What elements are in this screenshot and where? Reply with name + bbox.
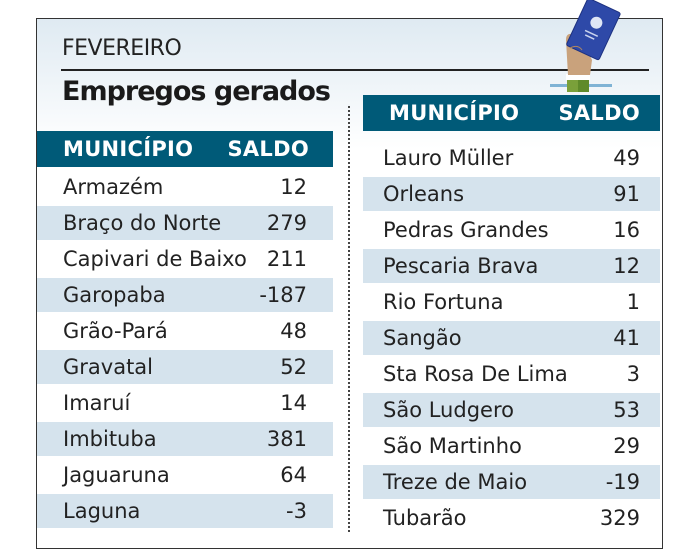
saldo-cell: 381 xyxy=(266,427,307,451)
municipio-cell: Treze de Maio xyxy=(383,470,528,494)
municipio-cell: Lauro Müller xyxy=(383,146,514,170)
municipio-cell: Imaruí xyxy=(63,391,131,415)
municipio-cell: Orleans xyxy=(383,182,465,206)
municipio-cell: Armazém xyxy=(63,175,164,199)
saldo-cell: 52 xyxy=(280,355,307,379)
table-row: Armazém 12 xyxy=(37,170,333,206)
page-title: Empregos gerados xyxy=(62,76,331,107)
saldo-cell: 1 xyxy=(626,290,640,314)
municipio-cell: Gravatal xyxy=(63,355,154,379)
table-row: Tubarão 329 xyxy=(363,501,660,537)
saldo-cell: 49 xyxy=(613,146,640,170)
table-row: Lauro Müller 49 xyxy=(363,141,660,177)
saldo-cell: 29 xyxy=(613,434,640,458)
table-row: Treze de Maio -19 xyxy=(363,465,660,501)
saldo-cell: 211 xyxy=(266,247,307,271)
title-rule xyxy=(61,69,649,71)
table-row: Pedras Grandes 16 xyxy=(363,213,660,249)
column-header-saldo: SALDO xyxy=(558,101,640,125)
municipio-cell: Sangão xyxy=(383,326,462,350)
saldo-cell: 14 xyxy=(280,391,307,415)
table-row: Jaguaruna 64 xyxy=(37,458,333,494)
column-header-municipio: MUNICÍPIO xyxy=(63,137,194,161)
saldo-cell: 16 xyxy=(613,218,640,242)
saldo-cell: 41 xyxy=(613,326,640,350)
municipio-cell: Jaguaruna xyxy=(63,463,170,487)
table-row: Sangão 41 xyxy=(363,321,660,357)
municipio-cell: Pedras Grandes xyxy=(383,218,549,242)
table-row: Rio Fortuna 1 xyxy=(363,285,660,321)
saldo-cell: 64 xyxy=(280,463,307,487)
saldo-cell: 53 xyxy=(613,398,640,422)
column-header-saldo: SALDO xyxy=(227,137,309,161)
municipio-cell: Tubarão xyxy=(383,506,467,530)
table-row: Imbituba 381 xyxy=(37,422,333,458)
municipio-cell: Braço do Norte xyxy=(63,211,222,235)
left-table: MUNICÍPIO SALDO Armazém 12 Braço do Norte 2… xyxy=(37,131,333,530)
municipio-cell: Imbituba xyxy=(63,427,157,451)
right-table: MUNICÍPIO SALDO Lauro Müller 49 Orleans 91 P… xyxy=(363,95,660,537)
table-row: São Ludgero 53 xyxy=(363,393,660,429)
municipio-cell: Pescaria Brava xyxy=(383,254,539,278)
table-row: Imaruí 14 xyxy=(37,386,333,422)
saldo-cell: -3 xyxy=(286,499,307,523)
municipio-cell: Capivari de Baixo xyxy=(63,247,247,271)
work-card-hand-icon xyxy=(550,0,621,92)
saldo-cell: 329 xyxy=(599,506,640,530)
saldo-cell: -19 xyxy=(605,470,640,494)
table-row: Grão-Pará 48 xyxy=(37,314,333,350)
table-row: Orleans 91 xyxy=(363,177,660,213)
table-row: Braço do Norte 279 xyxy=(37,206,333,242)
municipio-cell: São Martinho xyxy=(383,434,522,458)
saldo-cell: 12 xyxy=(280,175,307,199)
table-row: Pescaria Brava 12 xyxy=(363,249,660,285)
saldo-cell: 3 xyxy=(626,362,640,386)
month-label: FEVEREIRO xyxy=(62,36,182,61)
table-header: MUNICÍPIO SALDO xyxy=(363,95,660,131)
municipio-cell: Rio Fortuna xyxy=(383,290,504,314)
saldo-cell: 48 xyxy=(280,319,307,343)
table-row: São Martinho 29 xyxy=(363,429,660,465)
municipio-cell: Garopaba xyxy=(63,283,166,307)
table-header: MUNICÍPIO SALDO xyxy=(37,131,333,167)
table-row: Capivari de Baixo 211 xyxy=(37,242,333,278)
saldo-cell: 12 xyxy=(613,254,640,278)
saldo-cell: 91 xyxy=(613,182,640,206)
municipio-cell: Grão-Pará xyxy=(63,319,168,343)
column-header-municipio: MUNICÍPIO xyxy=(389,101,520,125)
saldo-cell: -187 xyxy=(259,283,307,307)
municipio-cell: São Ludgero xyxy=(383,398,514,422)
municipio-cell: Laguna xyxy=(63,499,141,523)
table-row: Gravatal 52 xyxy=(37,350,333,386)
municipio-cell: Sta Rosa De Lima xyxy=(383,362,568,386)
table-row: Sta Rosa De Lima 3 xyxy=(363,357,660,393)
table-row: Garopaba -187 xyxy=(37,278,333,314)
saldo-cell: 279 xyxy=(266,211,307,235)
column-divider xyxy=(348,106,350,532)
table-row: Laguna -3 xyxy=(37,494,333,530)
